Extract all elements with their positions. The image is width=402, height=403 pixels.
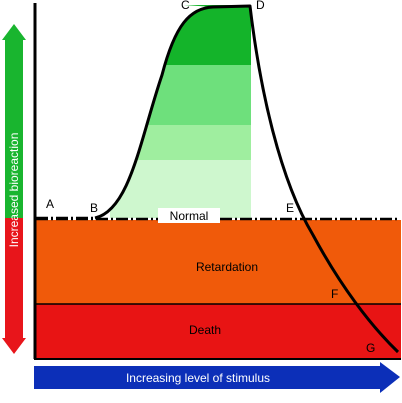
point-d: D	[256, 0, 265, 12]
y-arrow-label: Increased bioreaction	[7, 133, 21, 248]
point-b: B	[90, 201, 98, 215]
point-a: A	[46, 197, 54, 211]
peak-mask	[95, 0, 213, 218]
peak-band-light	[130, 125, 251, 160]
x-arrow: Increasing level of stimulus	[34, 362, 400, 393]
retardation-zone	[35, 220, 401, 304]
point-c: C	[181, 0, 190, 12]
normal-label-bg	[158, 208, 220, 223]
y-arrow-top-shape	[2, 24, 26, 218]
death-label: Death	[189, 323, 221, 337]
death-zone	[35, 304, 401, 359]
y-arrow: Increased bioreaction	[2, 24, 26, 354]
point-g: G	[366, 341, 375, 355]
x-arrow-shape	[34, 362, 400, 393]
y-arrow-bottom-shape	[2, 218, 26, 354]
retardation-label: Retardation	[196, 260, 258, 274]
response-curve	[94, 4, 400, 354]
normal-label: Normal	[170, 209, 209, 223]
x-arrow-label: Increasing level of stimulus	[126, 371, 270, 385]
point-e: E	[286, 201, 294, 215]
point-f: F	[331, 287, 338, 301]
